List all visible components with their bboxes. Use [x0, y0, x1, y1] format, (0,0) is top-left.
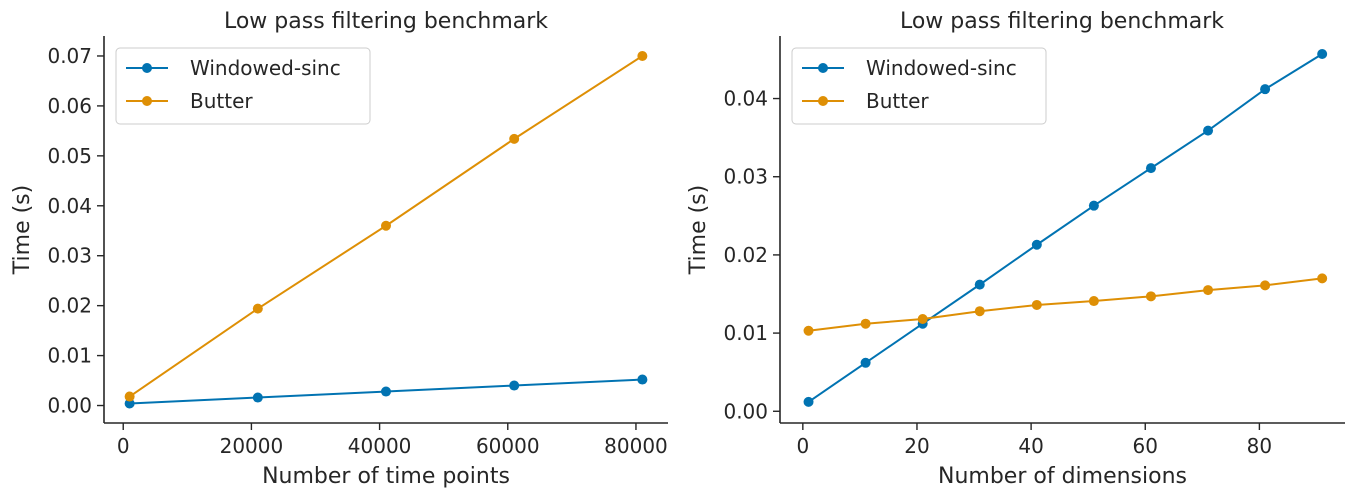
- data-point: [1145, 163, 1156, 174]
- chart-title: Low pass filtering benchmark: [224, 9, 548, 34]
- data-point: [637, 374, 648, 385]
- legend-label: Butter: [190, 89, 253, 113]
- legend-label: Windowed-sinc: [190, 56, 341, 80]
- y-tick-label: 0.07: [47, 44, 92, 68]
- data-point: [1203, 125, 1214, 136]
- y-tick-label: 0.00: [723, 399, 768, 423]
- x-tick-label: 20: [904, 434, 929, 458]
- y-tick-label: 0.00: [47, 394, 92, 418]
- legend-swatch-marker: [818, 96, 828, 106]
- series-butter: [124, 50, 648, 402]
- data-point: [1203, 285, 1214, 296]
- x-tick-label: 40000: [348, 434, 412, 458]
- data-point: [1145, 291, 1156, 302]
- series-line: [808, 277, 1323, 332]
- legend-swatch-marker: [818, 63, 828, 73]
- y-axis-label: Time (s): [686, 185, 711, 275]
- data-point: [860, 318, 871, 329]
- y-tick-label: 0.02: [47, 294, 92, 318]
- data-point: [1031, 299, 1042, 310]
- data-point: [1031, 239, 1042, 250]
- y-tick-label: 0.06: [47, 94, 92, 118]
- x-tick-label: 60000: [476, 434, 540, 458]
- series-line: [807, 53, 1323, 403]
- data-point: [917, 314, 928, 325]
- data-point: [509, 380, 520, 391]
- chart-time-points: Low pass filtering benchmark 0 20000 40000 6…: [10, 9, 668, 489]
- data-point: [1260, 84, 1271, 95]
- x-tick-label: 20000: [220, 434, 284, 458]
- data-point: [803, 325, 814, 336]
- chart-title: Low pass filtering benchmark: [900, 9, 1224, 34]
- legend-swatch-marker: [142, 96, 152, 106]
- data-point: [124, 398, 135, 409]
- x-tick-label: 0: [796, 434, 809, 458]
- x-axis-label: Number of dimensions: [938, 464, 1187, 489]
- legend: Windowed-sinc Butter: [791, 47, 1047, 125]
- y-tick-label: 0.02: [723, 243, 768, 267]
- y-tick-label: 0.01: [723, 321, 768, 345]
- chart-dimensions: Low pass filtering benchmark 0 20 40 60 80 0.0…: [686, 9, 1345, 489]
- x-tick-label: 60: [1133, 434, 1158, 458]
- legend: Windowed-sinc Butter: [115, 47, 371, 125]
- data-point: [252, 303, 263, 314]
- legend-swatch-marker: [142, 63, 152, 73]
- y-tick-label: 0.03: [723, 165, 768, 189]
- data-point: [974, 279, 985, 290]
- data-point: [1317, 273, 1328, 284]
- data-point: [860, 357, 871, 368]
- data-point: [637, 50, 648, 61]
- y-tick-label: 0.04: [723, 87, 768, 111]
- data-point: [124, 391, 135, 402]
- series-windowed-sinc: [803, 48, 1328, 407]
- x-tick-label: 80: [1247, 434, 1272, 458]
- data-point: [381, 386, 391, 397]
- data-point: [1088, 296, 1099, 307]
- y-tick-label: 0.01: [47, 344, 92, 368]
- data-point: [803, 396, 814, 407]
- data-point: [974, 306, 985, 317]
- legend-label: Windowed-sinc: [866, 56, 1017, 80]
- series-butter: [803, 273, 1328, 336]
- legend-box: [115, 47, 371, 125]
- legend-box: [791, 47, 1047, 125]
- data-point: [381, 220, 391, 231]
- y-tick-label: 0.03: [47, 244, 92, 268]
- y-tick-label: 0.04: [47, 194, 92, 218]
- series-windowed-sinc: [124, 374, 648, 409]
- x-tick-label: 40: [1018, 434, 1043, 458]
- x-tick-label: 80000: [604, 434, 668, 458]
- legend-label: Butter: [866, 89, 929, 113]
- data-point: [1260, 280, 1271, 291]
- x-tick-label: 0: [117, 434, 130, 458]
- data-point: [1088, 200, 1099, 211]
- x-axis-label: Number of time points: [262, 464, 510, 489]
- data-point: [509, 133, 520, 144]
- y-tick-label: 0.05: [47, 144, 92, 168]
- data-point: [1317, 48, 1328, 59]
- data-point: [252, 392, 263, 403]
- y-axis-label: Time (s): [10, 185, 35, 275]
